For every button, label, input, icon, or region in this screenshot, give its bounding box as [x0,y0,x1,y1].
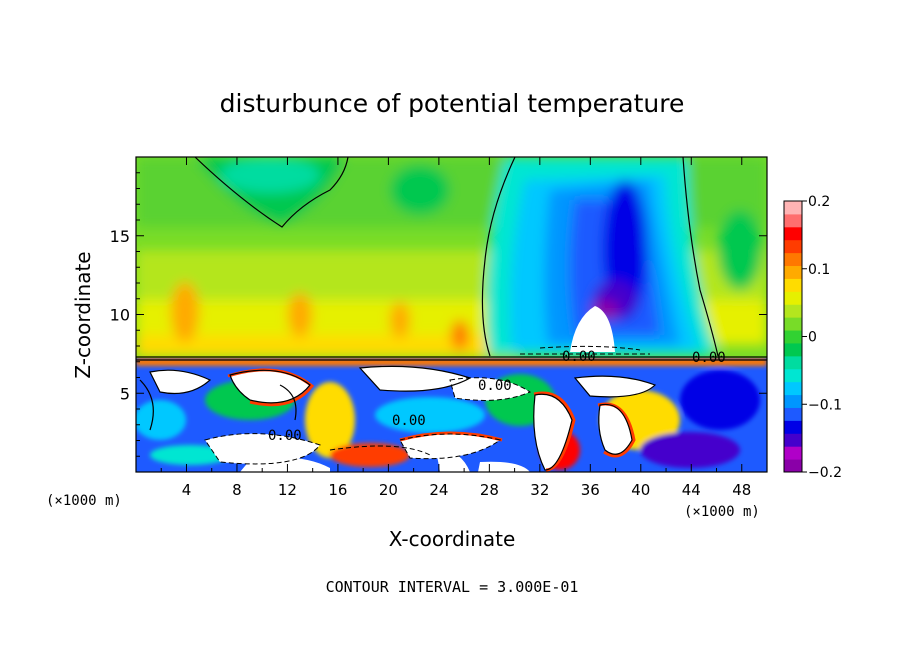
contour-label: 0.00 [268,428,302,444]
colorbar-swatch [784,446,802,460]
y-tick-label: 10 [110,306,130,325]
colorbar-swatch [784,291,802,305]
x-axis-label: X-coordinate [389,527,516,551]
colorbar-swatch [784,355,802,370]
x-tick-label: 40 [631,481,650,499]
colorbar-swatch [784,239,802,254]
x-tick-label: 32 [530,481,549,499]
colorbar-tick-label: 0.1 [808,262,830,278]
colorbar-swatch [784,330,802,344]
colorbar-swatch [784,278,802,292]
x-tick-label: 44 [682,481,701,499]
colorbar-swatch [784,252,802,267]
colorbar-swatch [784,459,802,473]
x-tick-label: 4 [182,481,192,499]
colorbar-swatch [784,420,802,434]
contour-label: 0.00 [392,413,426,429]
colorbar-tick-label: 0.2 [808,194,830,210]
contour-labels: 0.00 0.00 0.00 0.00 0.00 [268,349,726,444]
colorbar-swatch [784,226,802,241]
colorbar-tick-label: −0.1 [808,397,842,413]
heatmap-field [136,157,767,472]
colorbar-swatch [784,317,802,331]
colorbar-tick-label: −0.2 [808,465,842,481]
x-tick-label: 16 [328,481,347,499]
x-tick-label: 24 [429,481,448,499]
contour-label: 0.00 [692,350,726,366]
colorbar-swatch [784,304,802,318]
x-tick-label: 20 [379,481,398,499]
x-tick-label: 28 [480,481,499,499]
x-tick-label: 36 [581,481,600,499]
contour-label: 0.00 [562,349,596,365]
colorbar-swatch [784,368,802,383]
y-axis-label: Z-coordinate [71,251,95,378]
x-tick-label: 12 [278,481,297,499]
colorbar-swatch [784,407,802,421]
colorbar: 0.2 0.1 0 −0.1 −0.2 [783,194,842,481]
chart-title: disturbunce of potential temperature [220,89,685,118]
contour-interval: CONTOUR INTERVAL = 3.000E-01 [326,578,579,596]
colorbar-swatch [784,201,802,215]
colorbar-swatch [784,213,802,228]
y-axis: 5 10 15 [110,172,767,457]
colorbar-swatch [784,381,802,396]
x-unit-right: (×1000 m) [684,504,760,520]
x-tick-label: 8 [232,481,242,499]
colorbar-swatch [784,394,802,408]
colorbar-tick-label: 0 [808,330,817,346]
x-unit-left: (×1000 m) [46,493,122,509]
colorbar-swatch [784,265,802,279]
x-tick-label: 48 [732,481,751,499]
y-tick-label: 15 [110,227,130,246]
contour-label: 0.00 [478,378,512,394]
y-tick-label: 5 [120,384,130,403]
colorbar-swatch [784,342,802,357]
x-axis: 4 8 12 16 20 24 28 32 36 40 44 48 [160,157,751,499]
colorbar-swatch [784,433,802,447]
